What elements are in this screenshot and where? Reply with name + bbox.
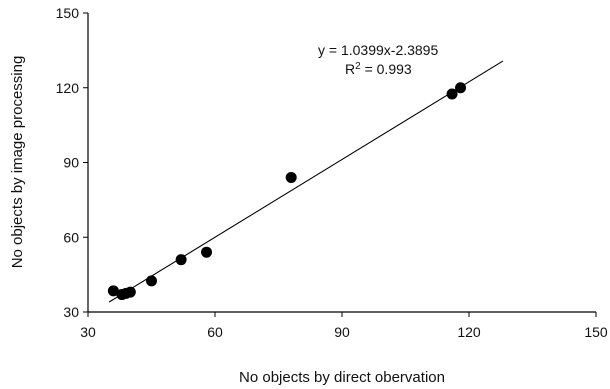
r-squared-exponent: 2	[355, 61, 361, 72]
data-point	[455, 82, 467, 94]
data-point	[285, 171, 297, 183]
y-tick-label: 120	[56, 80, 80, 96]
data-point	[201, 246, 213, 258]
r-squared-value: = 0.993	[361, 61, 412, 77]
x-tick-label: 30	[80, 324, 96, 340]
data-point	[446, 88, 458, 100]
y-tick-label: 90	[63, 155, 79, 171]
r-squared-prefix: R	[345, 61, 355, 77]
x-tick-label: 90	[334, 324, 350, 340]
data-point	[124, 286, 136, 298]
x-tick-label: 60	[207, 324, 223, 340]
trendline-group	[108, 60, 504, 303]
data-point	[107, 285, 119, 297]
data-point	[175, 254, 187, 266]
data-points	[107, 82, 467, 301]
r-squared-label: R2 = 0.993	[345, 61, 412, 77]
data-point	[146, 275, 157, 287]
y-tick-label: 60	[63, 229, 79, 245]
y-tick-label: 150	[56, 5, 80, 21]
x-axis-title: No objects by direct obervation	[239, 369, 445, 386]
y-tick-label: 30	[63, 304, 79, 320]
x-tick-label: 150	[584, 324, 608, 340]
y-axis-title: No objects by image processing	[9, 56, 26, 269]
regression-line	[108, 60, 504, 303]
x-tick-label: 120	[457, 324, 481, 340]
ticks: 30 60 90 120 150 30 60 90 120 150	[56, 5, 608, 340]
regression-equation: y = 1.0399x-2.3895	[318, 42, 438, 58]
